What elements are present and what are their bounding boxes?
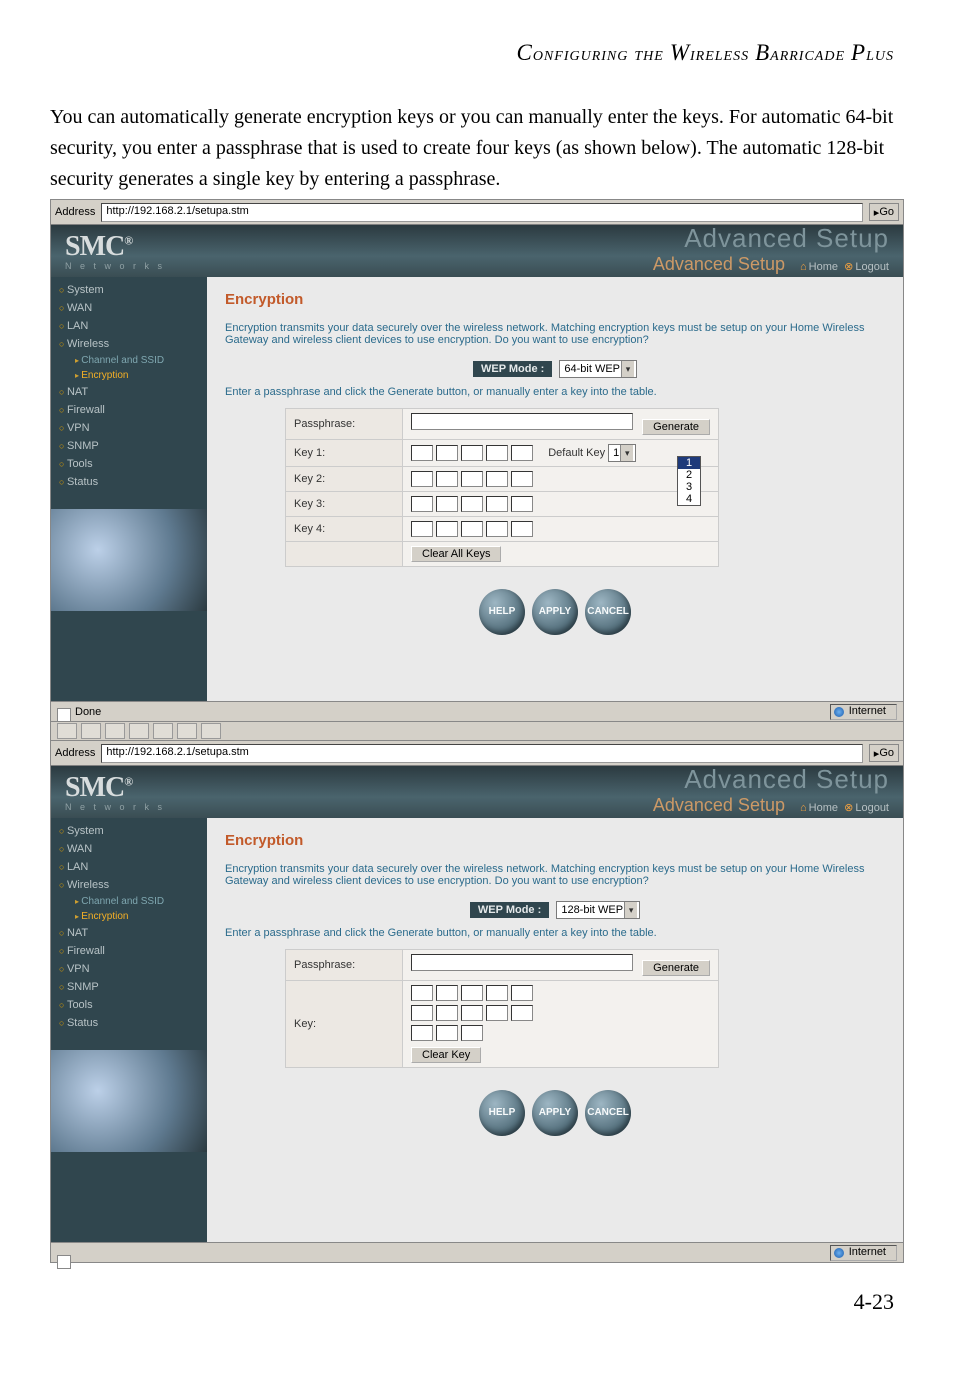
key1-label: Key 1:: [286, 440, 403, 467]
banner: SMC® N e t w o r k s Advanced Setup Adva…: [51, 225, 903, 277]
sidebar-tools[interactable]: Tools: [51, 455, 207, 473]
wep-mode-select-64[interactable]: 64-bit WEP: [559, 360, 637, 378]
toolbar-icon[interactable]: [105, 723, 125, 739]
panel-desc: Encryption transmits your data securely …: [225, 322, 885, 346]
status-internet: Internet: [830, 704, 897, 720]
generate-button[interactable]: Generate: [642, 419, 710, 435]
panel-heading: Encryption: [225, 291, 885, 308]
sidebar: System WAN LAN Wireless Channel and SSID…: [51, 277, 207, 701]
go-button-2[interactable]: ▸ Go: [869, 744, 899, 762]
sidebar-firewall[interactable]: Firewall: [51, 401, 207, 419]
sidebar-image-2: [51, 1050, 207, 1152]
banner-2: SMC® N e t w o r k s Advanced Setup Adva…: [51, 766, 903, 818]
page-number: 4-23: [50, 1289, 894, 1315]
toolbar-icon[interactable]: [177, 723, 197, 739]
action-buttons: HELP APPLY CANCEL: [225, 589, 885, 635]
logout-link[interactable]: Logout: [855, 261, 889, 273]
address-url[interactable]: http://192.168.2.1/setupa.stm: [101, 203, 862, 222]
address-bar: Address http://192.168.2.1/setupa.stm ▸ …: [51, 200, 903, 225]
passphrase-input-2[interactable]: [411, 954, 633, 971]
default-key-select[interactable]: 1: [608, 444, 636, 462]
banner-line: Advanced Setup ⌂Home ⊗Logout: [653, 254, 889, 275]
banner-ghost: Advanced Setup: [653, 223, 889, 254]
toolbar-icon[interactable]: [129, 723, 149, 739]
apply-button[interactable]: APPLY: [532, 589, 578, 635]
generate-button-2[interactable]: Generate: [642, 960, 710, 976]
hint-text: Enter a passphrase and click the Generat…: [225, 386, 885, 398]
action-buttons-2: HELP APPLY CANCEL: [225, 1090, 885, 1136]
logout-link-2[interactable]: Logout: [855, 802, 889, 814]
status-done: Done: [57, 706, 101, 718]
apply-button-2[interactable]: APPLY: [532, 1090, 578, 1136]
sidebar-encryption[interactable]: Encryption: [51, 368, 207, 383]
sidebar-vpn[interactable]: VPN: [51, 419, 207, 437]
sidebar-wan[interactable]: WAN: [51, 299, 207, 317]
status-bar: Done Internet: [51, 701, 903, 721]
wep-mode-select-128[interactable]: 128-bit WEP: [556, 901, 640, 919]
sidebar-system[interactable]: System: [51, 281, 207, 299]
body-paragraph: You can automatically generate encryptio…: [50, 102, 904, 195]
key4-label: Key 4:: [286, 517, 403, 542]
sidebar-nat[interactable]: NAT: [51, 383, 207, 401]
default-key-dropdown[interactable]: 1 2 3 4: [677, 456, 701, 506]
wep-mode-label: WEP Mode :: [473, 361, 552, 377]
passphrase-input[interactable]: [411, 413, 633, 430]
clear-all-keys-button[interactable]: Clear All Keys: [411, 546, 501, 562]
page-header: Configuring the Wireless Barricade Plus: [50, 40, 894, 66]
brand-subtitle: N e t w o r k s: [65, 261, 165, 271]
main-panel: Encryption Encryption transmits your dat…: [207, 277, 903, 701]
default-key-label: Default Key: [548, 447, 605, 459]
key-table-64: Passphrase: Generate Key 1: Default Key …: [285, 408, 719, 567]
key1-box[interactable]: [411, 445, 433, 461]
key2-label: Key 2:: [286, 467, 403, 492]
help-button[interactable]: HELP: [479, 589, 525, 635]
toolbar-icon[interactable]: [153, 723, 173, 739]
cancel-button[interactable]: CANCEL: [585, 589, 631, 635]
screenshot-64bit: Address http://192.168.2.1/setupa.stm ▸ …: [50, 199, 904, 1263]
key-label: Key:: [286, 981, 403, 1068]
go-button[interactable]: ▸ Go: [869, 203, 899, 221]
key-table-128: Passphrase: Generate Key: Clear Key: [285, 949, 719, 1068]
toolbar-icon[interactable]: [57, 723, 77, 739]
sidebar-lan[interactable]: LAN: [51, 317, 207, 335]
sidebar-status[interactable]: Status: [51, 473, 207, 491]
main-panel-2: Encryption Encryption transmits your dat…: [207, 818, 903, 1242]
sidebar-snmp[interactable]: SNMP: [51, 437, 207, 455]
address-url-2[interactable]: http://192.168.2.1/setupa.stm: [101, 744, 862, 763]
mid-toolbar: [51, 721, 903, 741]
toolbar-icon[interactable]: [201, 723, 221, 739]
address-bar-2: Address http://192.168.2.1/setupa.stm ▸ …: [51, 741, 903, 766]
sidebar-wireless[interactable]: Wireless: [51, 335, 207, 353]
sidebar-image: [51, 509, 207, 611]
key3-label: Key 3:: [286, 492, 403, 517]
help-button-2[interactable]: HELP: [479, 1090, 525, 1136]
toolbar-icon[interactable]: [81, 723, 101, 739]
brand-logo: SMC®: [65, 231, 165, 263]
address-label: Address: [55, 206, 95, 218]
status-bar-2: Internet: [51, 1242, 903, 1262]
sidebar-2: System WAN LAN Wireless Channel and SSID…: [51, 818, 207, 1242]
sidebar-channel[interactable]: Channel and SSID: [51, 353, 207, 368]
home-link-2[interactable]: Home: [809, 802, 838, 814]
home-link[interactable]: Home: [809, 261, 838, 273]
clear-key-button[interactable]: Clear Key: [411, 1047, 481, 1063]
passphrase-label: Passphrase:: [286, 409, 403, 440]
status-internet-2: Internet: [830, 1245, 897, 1261]
cancel-button-2[interactable]: CANCEL: [585, 1090, 631, 1136]
